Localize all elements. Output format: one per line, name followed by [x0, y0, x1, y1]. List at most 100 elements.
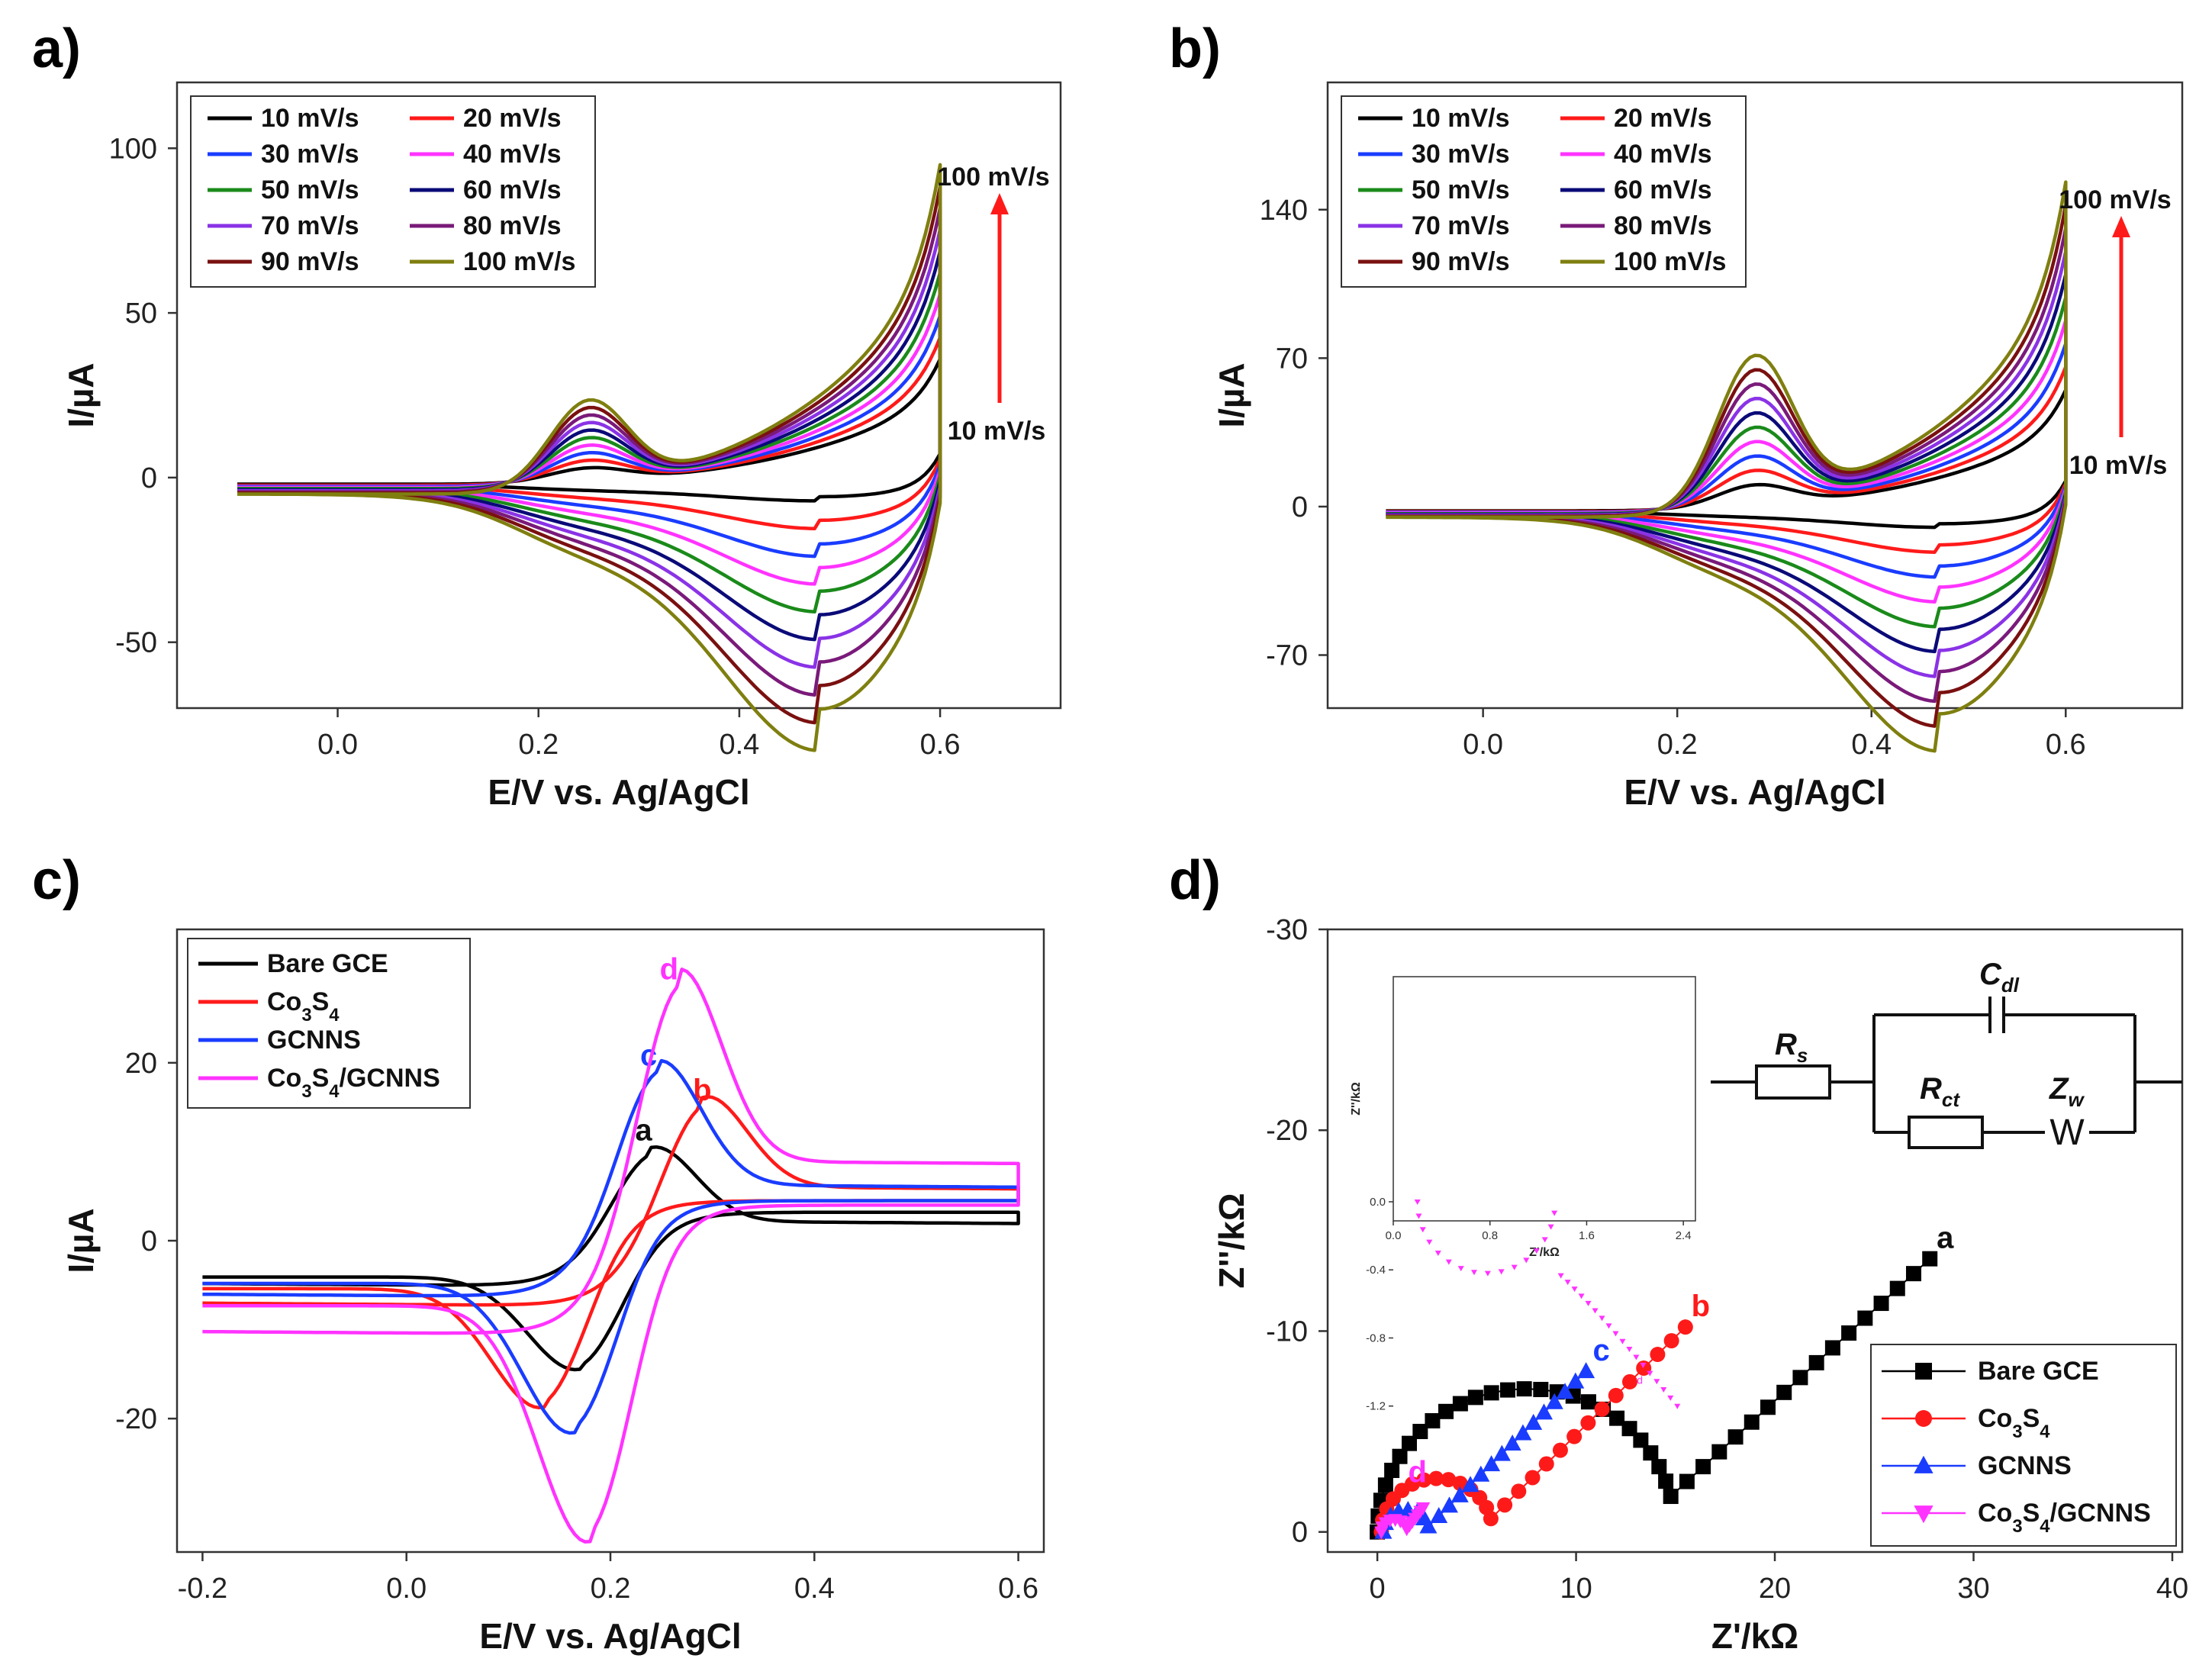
data-point: [1412, 1424, 1428, 1440]
data-point: [1841, 1325, 1857, 1341]
inset-point: [1414, 1199, 1421, 1205]
inset-point: [1457, 1266, 1464, 1272]
legend-label: Bare GCE: [1978, 1357, 2099, 1386]
legend: 10 mV/s 20 mV/s 30 mV/s 40 mV/s 50 mV/s 60 mV…: [190, 95, 596, 288]
inset-point: [1498, 1269, 1505, 1275]
data-point: [1451, 1486, 1469, 1502]
data-point: [1695, 1459, 1711, 1475]
legend-label: 50 mV/s: [1412, 175, 1510, 204]
data-point: [1545, 1393, 1563, 1409]
x-axis-title: E/V vs. Ag/AgCl: [479, 1616, 741, 1656]
arrow-head: [2112, 216, 2130, 237]
data-point: [1438, 1403, 1454, 1419]
inset-point: [1551, 1210, 1558, 1216]
data-point: [1461, 1476, 1479, 1493]
y-tick-label: 100: [109, 133, 157, 165]
inset-point: [1612, 1331, 1619, 1337]
x-tick-label: 0.6: [920, 729, 961, 761]
inset-y-tick-label: -0.8: [1366, 1332, 1386, 1344]
curve-letter-a: a: [635, 1113, 652, 1147]
inset-point: [1599, 1315, 1605, 1322]
legend-label: 70 mV/s: [1412, 211, 1510, 240]
data-point: [1533, 1382, 1549, 1398]
data-point: [1556, 1383, 1574, 1399]
legend-label: 100 mV/s: [463, 247, 575, 276]
legend-box: [190, 95, 596, 288]
inset-point: [1564, 1280, 1571, 1286]
x-tick-label: 0.2: [1657, 729, 1698, 761]
legend-label: Co3S4/GCNNS: [267, 1064, 440, 1102]
x-tick-label: 0.6: [2046, 729, 2086, 761]
legend-label: 30 mV/s: [261, 140, 359, 169]
data-point: [1857, 1310, 1873, 1326]
inset-point: [1592, 1308, 1599, 1314]
legend-label: 50 mV/s: [261, 175, 359, 204]
x-tick-label: 0.4: [719, 729, 759, 761]
data-point: [1776, 1384, 1792, 1400]
data-point: [1428, 1470, 1444, 1486]
inset-point: [1633, 1354, 1640, 1360]
legend-label: 40 mV/s: [1614, 140, 1712, 169]
data-point: [1905, 1266, 1921, 1282]
data-point: [1914, 1505, 1933, 1524]
data-point: [1416, 1472, 1432, 1488]
x-tick-label: 10: [1560, 1573, 1592, 1605]
data-point: [1384, 1463, 1400, 1479]
cv-curve-c: [202, 1058, 1020, 1435]
data-point: [1915, 1363, 1932, 1380]
legend-label: Co3S4: [1978, 1404, 2050, 1442]
x-tick-label: 0.2: [518, 729, 559, 761]
legend-label: 90 mV/s: [261, 247, 359, 276]
cv-curve-a: [202, 1145, 1020, 1372]
data-point: [1440, 1496, 1458, 1513]
data-point: [1514, 1424, 1532, 1441]
inset-point: [1547, 1224, 1554, 1230]
data-point: [1594, 1401, 1610, 1417]
inset-point: [1533, 1248, 1540, 1254]
data-point: [1497, 1497, 1513, 1513]
legend-label: 10 mV/s: [1412, 104, 1510, 133]
data-point: [1915, 1410, 1932, 1427]
x-tick-label: 0.2: [591, 1573, 631, 1605]
inset-point: [1484, 1270, 1491, 1277]
x-tick-label: 40: [2156, 1573, 2188, 1605]
curve-letter-d: d: [660, 952, 678, 986]
series-d: [1374, 1502, 1431, 1540]
inset-point: [1557, 1273, 1564, 1279]
equivalent-circuit: Rs Cdl Rct ZwW: [1711, 958, 2182, 1153]
data-point: [1566, 1372, 1585, 1389]
y-axis-title: Z''/kΩ: [1212, 1193, 1251, 1288]
data-point: [1577, 1362, 1595, 1379]
data-point: [1419, 1517, 1438, 1534]
y-tick-label: 50: [125, 298, 157, 330]
data-point: [1580, 1415, 1596, 1431]
inset-x-tick-label: 1.6: [1579, 1229, 1595, 1242]
resistor-rct: [1908, 1116, 1984, 1149]
data-point: [1401, 1435, 1417, 1451]
inset-point: [1571, 1286, 1578, 1293]
data-point: [1492, 1444, 1511, 1461]
inset-point: [1511, 1264, 1518, 1270]
y-tick-label: -20: [115, 1403, 157, 1435]
data-point: [1441, 1472, 1457, 1488]
label-rs: Rs: [1775, 1028, 1808, 1067]
y-axis-title: I/µA: [61, 1208, 101, 1273]
x-tick-label: 0: [1370, 1573, 1386, 1605]
legend-label: 60 mV/s: [463, 175, 562, 204]
legend: 10 mV/s 20 mV/s 30 mV/s 40 mV/s 50 mV/s 60 mV…: [1341, 95, 1747, 288]
legend-label: 70 mV/s: [261, 211, 359, 240]
inset-y-tick-label: -0.4: [1366, 1264, 1386, 1277]
inset-y-title: Z''/kΩ: [1350, 1082, 1363, 1116]
data-point: [1621, 1373, 1637, 1389]
data-point: [1499, 1382, 1515, 1398]
x-tick-label: 0.6: [998, 1573, 1038, 1605]
y-tick-label: 0: [141, 1225, 157, 1257]
inset-point: [1626, 1347, 1633, 1353]
data-point: [1650, 1347, 1666, 1363]
data-point: [1760, 1399, 1776, 1415]
y-tick-label: 20: [125, 1048, 157, 1080]
inset-plot: 0.0 0.8 1.6 2.4 -1.2 -0.8 -0.4 0.0 Z'/kΩ Z''/kΩ d: [1350, 976, 1696, 1413]
data-point: [1467, 1389, 1483, 1406]
